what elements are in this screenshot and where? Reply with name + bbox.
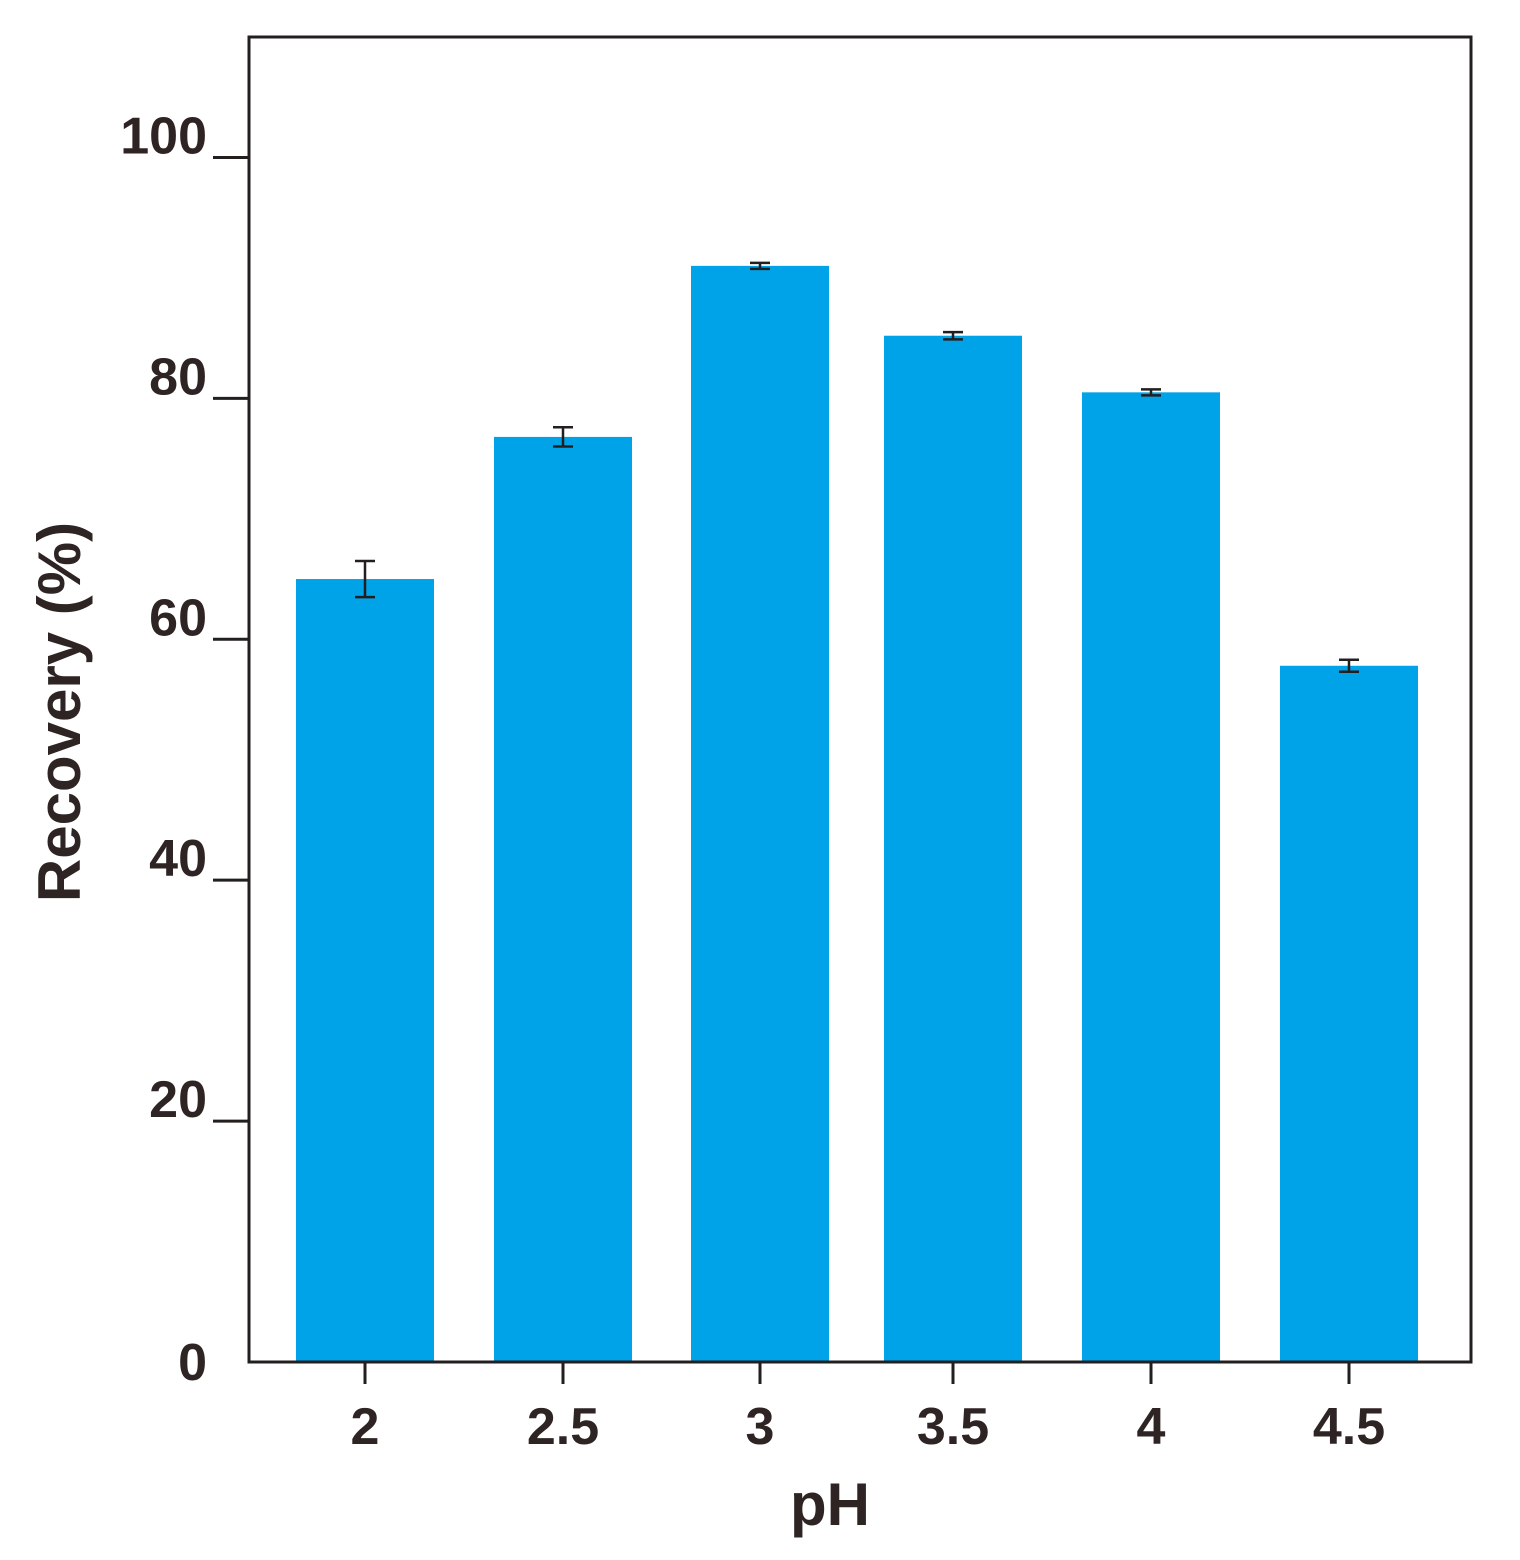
y-axis-title: Recovery (%) — [26, 522, 93, 902]
y-axis: 0 20 40 60 80 100 — [120, 107, 249, 1392]
bar-2 — [296, 579, 434, 1362]
x-tick-label-2: 2 — [351, 1398, 380, 1456]
x-tick-label-3: 3 — [746, 1398, 775, 1456]
y-tick-label-60: 60 — [149, 589, 207, 647]
bar-3.5 — [884, 335, 1022, 1362]
y-tick-label-20: 20 — [149, 1071, 207, 1129]
bar-3 — [691, 265, 829, 1362]
x-tick-label-3.5: 3.5 — [917, 1398, 989, 1456]
x-tick-label-2.5: 2.5 — [527, 1398, 599, 1456]
x-axis: 2 2.5 3 3.5 4 4.5 — [351, 1362, 1385, 1456]
x-tick-label-4: 4 — [1137, 1398, 1166, 1456]
bar-4 — [1082, 392, 1220, 1362]
plot-frame — [247, 35, 1473, 1364]
bar-4.5 — [1280, 665, 1418, 1362]
x-tick-label-4.5: 4.5 — [1313, 1398, 1385, 1456]
y-tick-label-0: 0 — [178, 1334, 207, 1392]
y-tick-label-80: 80 — [149, 348, 207, 406]
error-bars-layer — [355, 261, 1359, 674]
y-tick-label-100: 100 — [120, 107, 207, 165]
y-tick-label-40: 40 — [149, 830, 207, 888]
x-axis-title: pH — [790, 1471, 870, 1538]
bars-layer — [296, 265, 1418, 1363]
bar-2.5 — [494, 436, 632, 1363]
